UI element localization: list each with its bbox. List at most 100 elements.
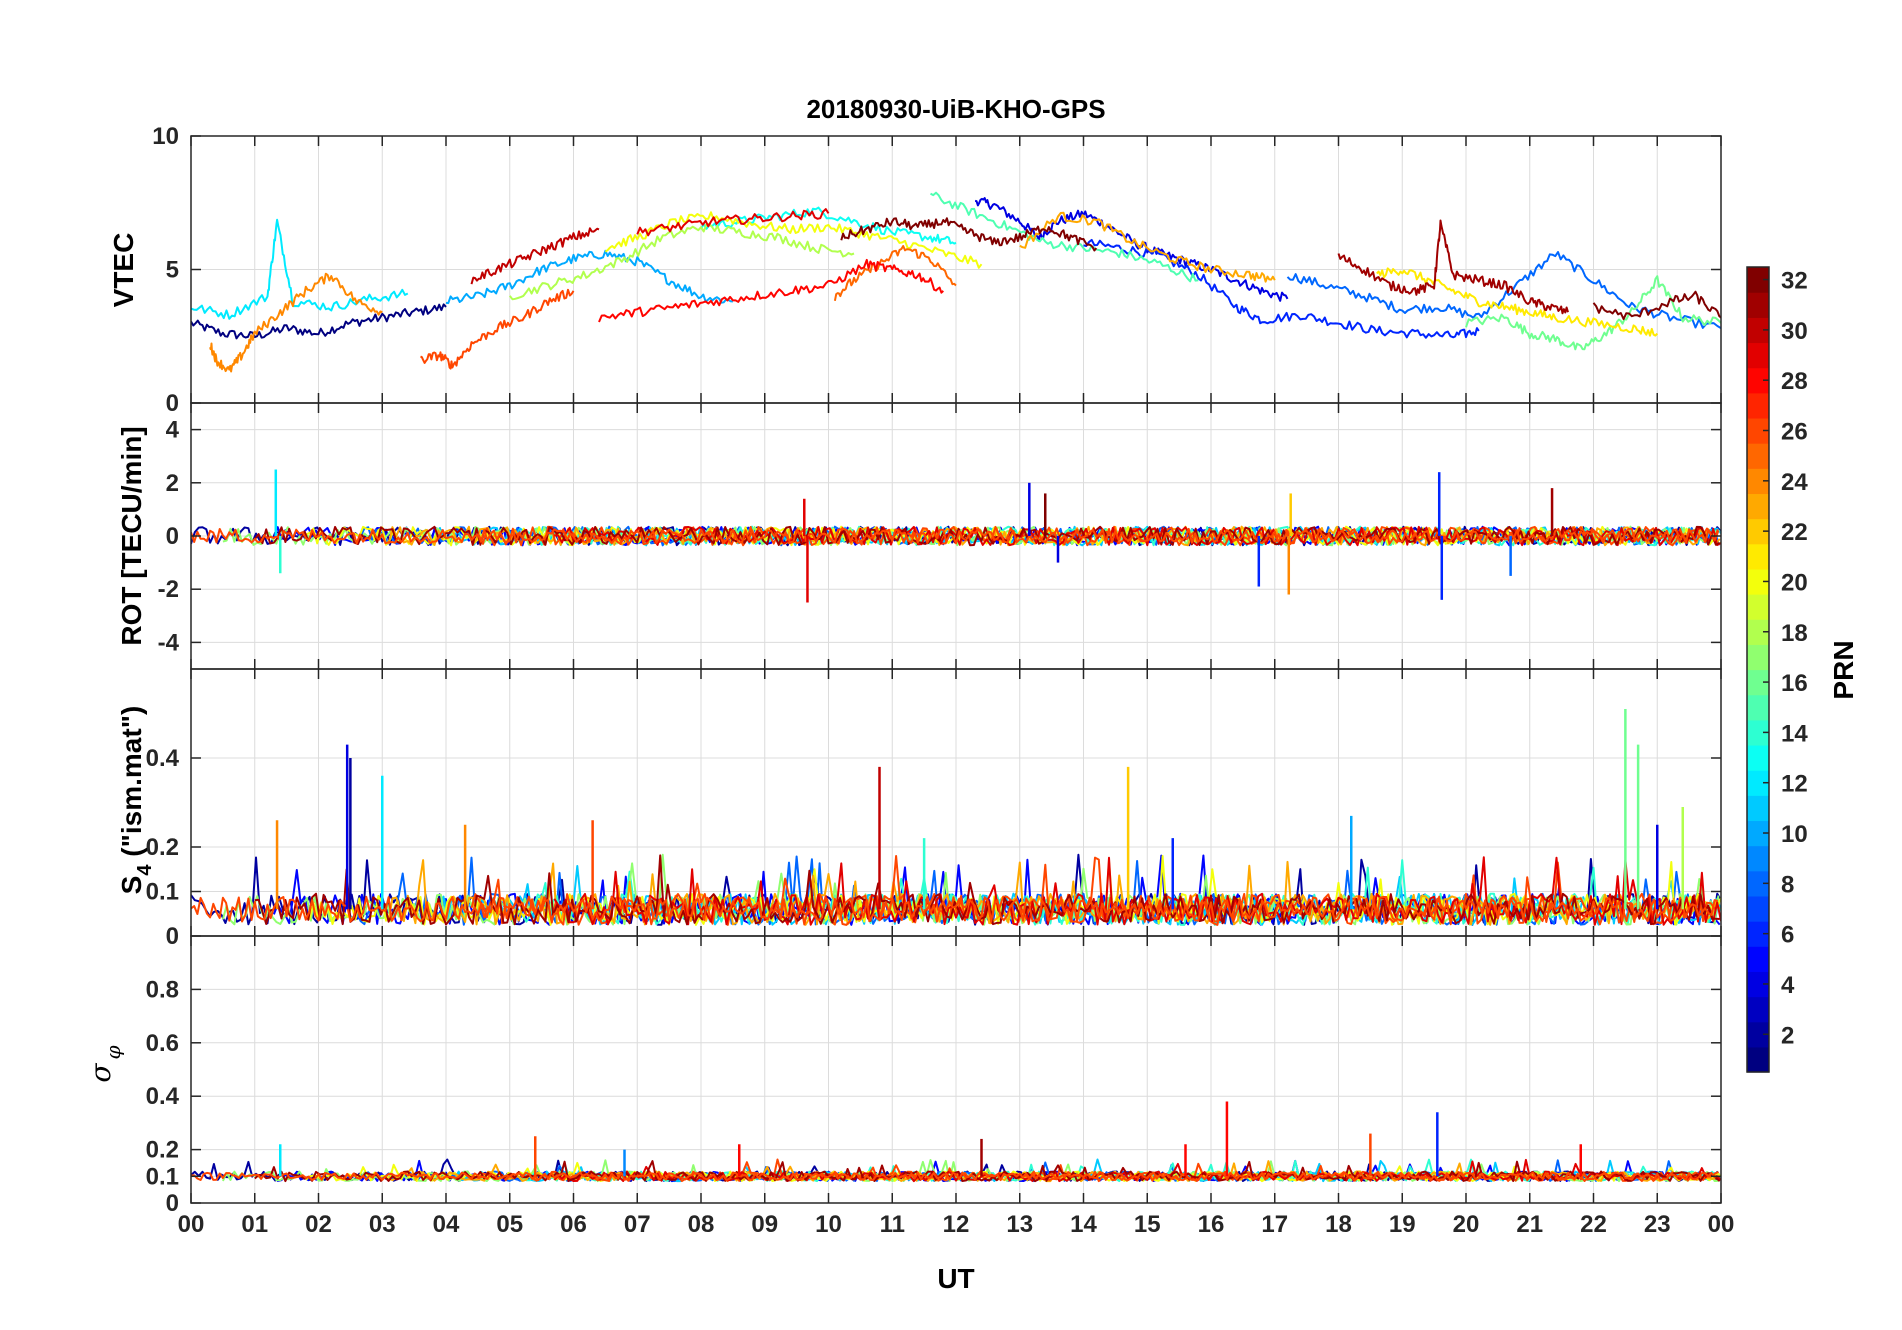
vtec-series-line	[1376, 267, 1659, 337]
x-tick-label: 07	[624, 1211, 651, 1238]
colorbar-band	[1747, 770, 1769, 796]
x-tick-label: 13	[1006, 1211, 1033, 1238]
colorbar-band	[1747, 1046, 1769, 1073]
colorbar-band	[1747, 342, 1769, 369]
vtec-series-line	[930, 191, 1199, 283]
colorbar-band	[1747, 292, 1769, 318]
vtec-series-line	[700, 206, 957, 245]
colorbar-tick-label: 30	[1781, 318, 1808, 345]
vtec-series-line	[1019, 211, 1276, 283]
vtec-series-line	[1592, 290, 1721, 321]
y-tick-label: -4	[158, 629, 180, 656]
y-tick-label: -2	[158, 576, 179, 603]
colorbar-band	[1747, 267, 1769, 293]
x-axis: 00 01 02 03 04 05 06 07 08 09 10 11 12 13 14 15 16 17 18 19…	[178, 1211, 1735, 1238]
ylabel-sigma-phi: σφ	[84, 1045, 125, 1082]
colorbar-band	[1747, 417, 1769, 444]
colorbar-tick-label: 24	[1781, 469, 1808, 496]
colorbar-band	[1747, 669, 1769, 696]
colorbar-band	[1747, 694, 1769, 721]
colorbar-band	[1747, 317, 1769, 344]
panel-sigma-phi: 00.10.2 0.4 0.6 0.8 σφ	[84, 935, 1722, 1217]
x-tick-label: 08	[688, 1211, 715, 1238]
colorbar-band	[1747, 895, 1769, 922]
y-tick-label: 0.2	[146, 1137, 179, 1164]
x-tick-label: 04	[433, 1211, 460, 1238]
x-tick-label: 09	[751, 1211, 778, 1238]
panel-rot: -4 -2 0 2 4 ROT [TECU/min]	[116, 402, 1722, 670]
vtec-series-line	[974, 197, 1289, 302]
vtec-series-line	[604, 211, 983, 269]
x-tick-label: 01	[241, 1211, 268, 1238]
vtec-series-line	[470, 227, 600, 285]
y-tick-label: 5	[166, 257, 179, 284]
colorbar-band	[1747, 518, 1769, 545]
x-tick-label: 18	[1325, 1211, 1352, 1238]
vtec-series-line	[598, 258, 944, 323]
colorbar-band	[1747, 921, 1769, 947]
x-tick-label: 12	[943, 1211, 970, 1238]
colorbar-tick-label: 10	[1781, 821, 1808, 848]
y-tick-label: 0.1	[146, 1163, 179, 1190]
noise-trace	[191, 527, 1719, 545]
colorbar-band	[1747, 392, 1769, 419]
x-tick-label: 06	[560, 1211, 587, 1238]
x-tick-label: 14	[1070, 1211, 1097, 1238]
colorbar-band	[1747, 493, 1769, 520]
vtec-series-line	[191, 218, 409, 320]
colorbar-tick-label: 14	[1781, 720, 1808, 747]
xlabel: UT	[937, 1263, 974, 1294]
vtec-series-line	[445, 249, 733, 305]
colorbar-band	[1747, 719, 1769, 746]
panel-s4: 0 0.1 0.2 0.4 S4 ("ism.mat")	[116, 668, 1722, 950]
y-tick-label: 0	[166, 923, 179, 950]
x-tick-label: 22	[1580, 1211, 1607, 1238]
vtec-series-line	[1337, 219, 1569, 315]
colorbar-tick-label: 28	[1781, 368, 1808, 395]
x-tick-label: 21	[1516, 1211, 1543, 1238]
colorbar-band	[1747, 468, 1769, 495]
y-tick-label: 0.4	[146, 1083, 180, 1110]
y-tick-label: 0.1	[146, 879, 179, 906]
vtec-series-line	[1465, 275, 1721, 351]
colorbar-tick-label: 6	[1781, 922, 1794, 949]
chart-title: 20180930-UiB-KHO-GPS	[806, 94, 1105, 124]
colorbar-tick-label: 16	[1781, 670, 1808, 697]
colorbar-band	[1747, 568, 1769, 595]
ylabel-vtec: VTEC	[108, 233, 139, 308]
y-tick-label: 0	[166, 1190, 179, 1217]
vtec-series-line	[840, 217, 1098, 252]
x-tick-label: 00	[178, 1211, 205, 1238]
x-tick-label: 00	[1708, 1211, 1735, 1238]
colorbar-frame	[1746, 266, 1770, 1073]
colorbar-tick-label: 32	[1781, 268, 1808, 295]
colorbar-band	[1747, 795, 1769, 822]
colorbar-tick-label: 18	[1781, 620, 1808, 647]
colorbar-band	[1747, 845, 1769, 872]
x-tick-label: 20	[1453, 1211, 1480, 1238]
vtec-series-line	[833, 245, 957, 301]
colorbar-label: PRN	[1828, 640, 1859, 699]
y-tick-label: 4	[166, 417, 180, 444]
x-tick-label: 11	[880, 1211, 905, 1238]
colorbar-tick-label: 20	[1781, 569, 1808, 596]
colorbar-band	[1747, 971, 1769, 998]
colorbar-band	[1747, 443, 1769, 469]
colorbar-band	[1747, 744, 1769, 771]
colorbar-tick-label: 2	[1781, 1022, 1794, 1049]
ylabel-s4: S4 ("ism.mat")	[116, 706, 156, 895]
colorbar-tick-label: 4	[1781, 972, 1795, 999]
colorbar-band	[1747, 644, 1769, 671]
y-tick-label: 0.8	[146, 976, 179, 1003]
y-tick-label: 2	[166, 470, 179, 497]
colorbar-band	[1747, 820, 1769, 847]
noise-trace	[254, 1160, 1721, 1183]
ylabel-rot: ROT [TECU/min]	[116, 426, 147, 645]
colorbar-tick-label: 26	[1781, 419, 1808, 446]
colorbar-band	[1747, 594, 1769, 620]
noise-trace	[191, 1171, 1719, 1182]
x-tick-label: 17	[1261, 1211, 1288, 1238]
colorbar-band	[1747, 996, 1769, 1023]
